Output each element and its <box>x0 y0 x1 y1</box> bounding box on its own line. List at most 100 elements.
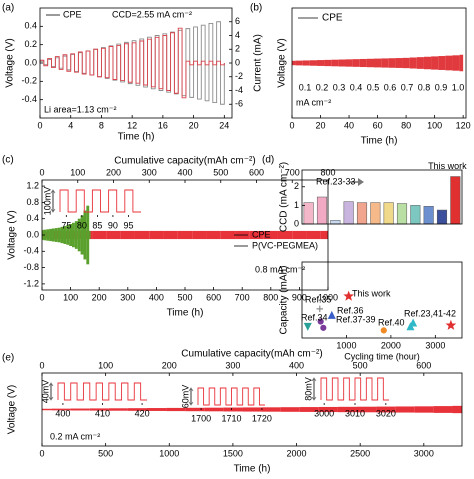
voltage-band <box>127 408 147 411</box>
annotation: Ref.23-33 <box>316 176 356 186</box>
voltage-band <box>185 407 205 412</box>
voltage-band <box>89 408 109 411</box>
y2-tick-label: -4 <box>235 85 243 95</box>
voltage-band <box>357 406 377 413</box>
voltage-band <box>376 406 396 413</box>
annotation: 0.8 mA cm⁻² <box>255 264 305 274</box>
x-tick-label: 20 <box>316 120 326 130</box>
y-axis-label: Capacity (mAh) <box>279 266 290 335</box>
voltage-step <box>216 60 225 66</box>
scatter-point <box>409 318 418 327</box>
inset-tick-label: 85 <box>92 220 102 230</box>
scatter-point <box>320 324 327 331</box>
panel-label: (a) <box>2 3 14 14</box>
y-tick-label: 0.2 <box>24 39 37 49</box>
inset-tick-label: 95 <box>123 220 133 230</box>
x-axis-label: Time (h) <box>167 308 204 319</box>
annotation: CCD=2.55 mA cm⁻² <box>112 9 192 19</box>
x-tick-label: 200 <box>92 292 107 302</box>
current-label: 0.3 <box>333 82 346 92</box>
voltage-step <box>185 60 195 66</box>
voltage-band <box>46 229 50 241</box>
x2-tick-label: 300 <box>225 360 240 370</box>
voltage-band <box>69 224 73 246</box>
voltage-band <box>223 407 243 412</box>
voltage-step <box>193 60 202 66</box>
scatter-point <box>445 319 457 330</box>
voltage-band <box>445 55 453 71</box>
bar <box>396 203 408 225</box>
x-tick-label: 60 <box>373 120 383 130</box>
scale-arrow <box>48 382 54 401</box>
y-axis-label: Voltage (V) <box>7 210 18 259</box>
voltage-band <box>318 406 338 413</box>
scale-label: 40mV <box>40 380 50 404</box>
y2-tick-label: -2 <box>235 71 243 81</box>
voltage-band <box>423 56 432 70</box>
voltage-band <box>42 408 52 411</box>
x-tick-label: 1000 <box>336 340 356 350</box>
y-tick-label: -0.4 <box>21 94 37 104</box>
x-tick-label: 400 <box>149 292 164 302</box>
point-label: Ref.40 <box>378 317 405 327</box>
voltage-band <box>166 407 186 412</box>
x-axis-label: Time (h) <box>118 132 155 143</box>
inset-tick-label: 3010 <box>345 408 365 418</box>
y-axis-label: Voltage (V) <box>5 38 16 87</box>
voltage-band <box>72 222 75 248</box>
voltage-band <box>431 56 439 70</box>
y2-tick-label: 6 <box>235 16 240 26</box>
y-axis-label: CCD (mA cm⁻²) <box>279 162 290 232</box>
voltage-band <box>359 58 367 68</box>
voltage-band <box>302 60 310 66</box>
voltage-band <box>299 407 319 412</box>
bar <box>356 202 368 225</box>
y2-tick-label: -6 <box>235 99 243 109</box>
y-axis-label: Voltage (V) <box>7 385 18 434</box>
voltage-band <box>402 57 410 69</box>
inset-trace <box>197 387 265 406</box>
scale-arrow <box>50 189 56 213</box>
voltage-band <box>381 58 389 68</box>
voltage-band <box>316 60 325 66</box>
voltage-step <box>170 32 179 94</box>
legend-label: CPE <box>63 9 82 19</box>
bar <box>330 220 341 225</box>
voltage-band <box>147 408 167 411</box>
legend-label: P(VC-PEGMEA) <box>252 240 318 250</box>
voltage-step <box>47 57 56 69</box>
x-tick-label: 1000 <box>318 292 338 302</box>
voltage-band <box>459 54 464 72</box>
panel-label: (b) <box>250 3 262 14</box>
x2-tick-label: 0 <box>39 360 44 370</box>
x2-tick-label: 100 <box>98 360 113 370</box>
voltage-band <box>80 215 84 255</box>
x2-tick-label: 100 <box>70 167 85 177</box>
scale-label: 100mV <box>42 187 52 216</box>
voltage-band <box>204 407 224 412</box>
point-label: Ref.23,41-42 <box>404 308 456 318</box>
y-tick-label: 0.4 <box>26 213 39 223</box>
x-tick-label: 3000 <box>414 448 434 458</box>
x-tick-label: 500 <box>177 292 192 302</box>
voltage-step <box>154 36 164 90</box>
voltage-band <box>89 230 91 240</box>
current-label: 0.5 <box>367 82 380 92</box>
legend-label: CPE <box>322 13 343 24</box>
voltage-band <box>66 225 70 245</box>
x-tick-label: 0 <box>37 120 42 130</box>
x2-tick-label: 600 <box>249 167 264 177</box>
x-tick-label: 2000 <box>287 448 307 458</box>
y-tick-label: 1 <box>294 200 299 210</box>
voltage-band <box>49 228 53 242</box>
voltage-band <box>63 226 67 244</box>
voltage-step <box>124 43 133 83</box>
scatter-point <box>343 290 354 301</box>
inset-tick-label: 1720 <box>252 413 272 423</box>
y2-tick-label: 4 <box>235 30 240 40</box>
scatter-point <box>406 322 415 331</box>
x-tick-label: 16 <box>158 120 168 130</box>
y-tick-label: 0 <box>294 218 299 228</box>
voltage-band <box>345 59 353 67</box>
voltage-band <box>106 230 121 240</box>
